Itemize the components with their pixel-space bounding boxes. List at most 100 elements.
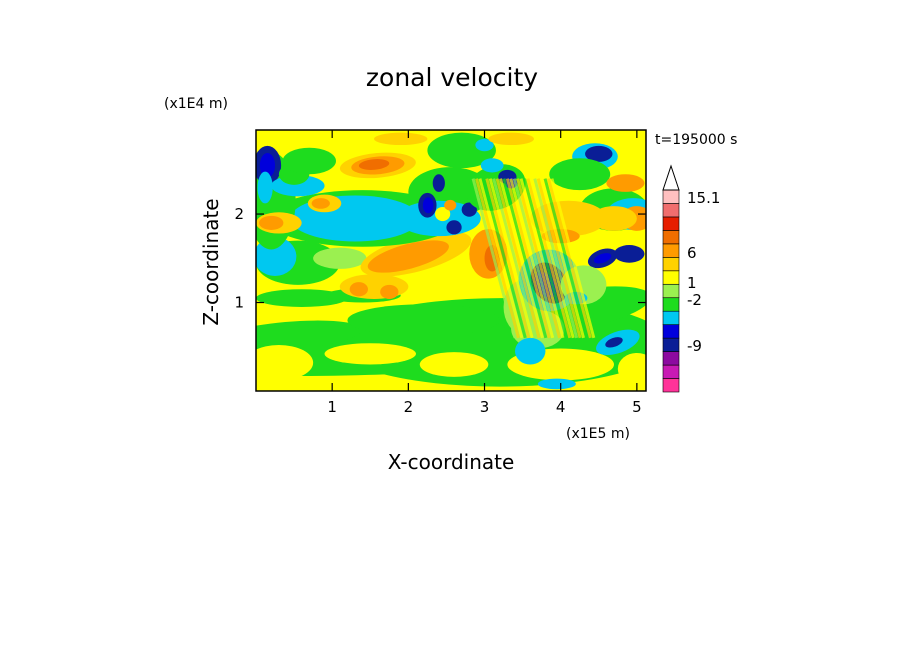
contour-patch (349, 282, 368, 297)
x-axis-label: X-coordinate (388, 450, 515, 474)
colorbar-swatch (662, 230, 680, 245)
colorbar-swatch (662, 270, 680, 285)
contour-stripe (499, 178, 544, 339)
contour-patch (282, 147, 336, 175)
contour-stripe (533, 178, 579, 339)
contour-patch (347, 304, 500, 337)
contour-patch (606, 174, 645, 192)
contour-stripe (550, 178, 596, 339)
contour-patch (585, 145, 613, 162)
contour-patch (339, 274, 409, 299)
contour-patch (313, 247, 367, 269)
contour-patch (605, 337, 623, 348)
contour-stripe (471, 178, 517, 339)
contour-patch (256, 320, 363, 352)
contour-patch (617, 352, 646, 385)
contour-stripe (540, 178, 585, 339)
x-tick-label: 2 (404, 398, 414, 416)
contour-patch (549, 158, 611, 191)
chart-title: zonal velocity (366, 63, 538, 92)
x-tick-label: 1 (327, 398, 337, 416)
time-label: t=195000 s (655, 132, 737, 148)
contour-stripe (488, 178, 534, 339)
contour-stripe (495, 178, 541, 339)
contour-patch (446, 220, 462, 235)
contour-stripe (485, 178, 531, 339)
contour-stripe (502, 178, 548, 339)
colorbar-swatch (662, 203, 680, 218)
contour-patch (257, 171, 273, 204)
colorbar-label: -2 (687, 291, 702, 309)
contour-patch (432, 174, 445, 192)
x-axis: 1 2 3 4 5 (327, 130, 642, 416)
contour-patch (358, 159, 390, 170)
colorbar-swatch (662, 189, 680, 204)
colorbar-swatch (662, 297, 680, 312)
contour-patch (475, 138, 494, 152)
contour-stripe (523, 178, 568, 339)
colorbar-label: 6 (687, 244, 697, 262)
contour-patch (461, 202, 477, 217)
y-tick-label: 1 (234, 294, 244, 312)
x-tick-label: 4 (556, 398, 566, 416)
y-scale-label: (x1E4 m) (164, 96, 228, 112)
colorbar-label: 1 (687, 274, 697, 292)
contour-stripe (516, 178, 561, 339)
colorbar-swatch (662, 243, 680, 258)
contour-stripe (481, 178, 527, 339)
contour-stripe (529, 178, 575, 339)
colorbar: 15.1 6 1-2 -9 (662, 164, 720, 393)
colorbar-label: -9 (687, 337, 702, 355)
contour-patch (480, 158, 504, 173)
contour-patch (537, 378, 576, 390)
contour-patch (259, 153, 276, 178)
contour-field (256, 130, 646, 391)
y-axis: 12 (234, 205, 646, 312)
contour-patch (256, 289, 348, 307)
contour-patch (435, 206, 451, 222)
plot-frame (255, 129, 647, 392)
contour-stripe (475, 178, 520, 339)
x-scale-label: (x1E5 m) (566, 426, 630, 442)
contour-stripe (505, 178, 551, 339)
x-tick-label: 3 (480, 398, 490, 416)
contour-patch (311, 198, 330, 209)
contour-patch (367, 240, 449, 273)
colorbar-swatch (662, 310, 680, 325)
colorbar-swatch (662, 283, 680, 299)
contour-patch (614, 245, 645, 263)
contour-patch (444, 199, 457, 211)
x-tick-label: 5 (632, 398, 642, 416)
contour-stripe (519, 178, 565, 339)
contour-patch (419, 352, 489, 377)
colorbar-swatch (662, 324, 680, 339)
contour-stripe (536, 178, 582, 339)
contour-patch (256, 344, 314, 381)
colorbar-swatch (662, 364, 680, 379)
colorbar-swatch (662, 216, 680, 231)
y-axis-label: Z-coordinate (199, 198, 223, 325)
y-tick-label: 2 (234, 205, 244, 223)
contour-patch (259, 215, 284, 230)
contour-stripe (543, 178, 589, 339)
contour-patch (374, 132, 428, 146)
contour-stripe (547, 178, 592, 339)
contour-stripe (526, 178, 572, 339)
colorbar-extend-arrow (662, 164, 680, 191)
contour-stripe (512, 178, 558, 339)
contour-patch (422, 197, 434, 214)
contour-patch (380, 284, 399, 299)
contour-patch (593, 253, 612, 264)
colorbar-swatch (662, 351, 680, 366)
contour-stripe (509, 178, 555, 339)
colorbar-swatch (662, 337, 680, 352)
colorbar-swatch (662, 378, 680, 393)
contour-patch (514, 337, 546, 365)
colorbar-label: 15.1 (687, 189, 720, 207)
contour-patch (488, 132, 535, 146)
colorbar-swatch (662, 257, 680, 272)
contour-stripe (478, 178, 524, 339)
contour-stripe (492, 178, 538, 339)
contour-patch (324, 343, 416, 365)
